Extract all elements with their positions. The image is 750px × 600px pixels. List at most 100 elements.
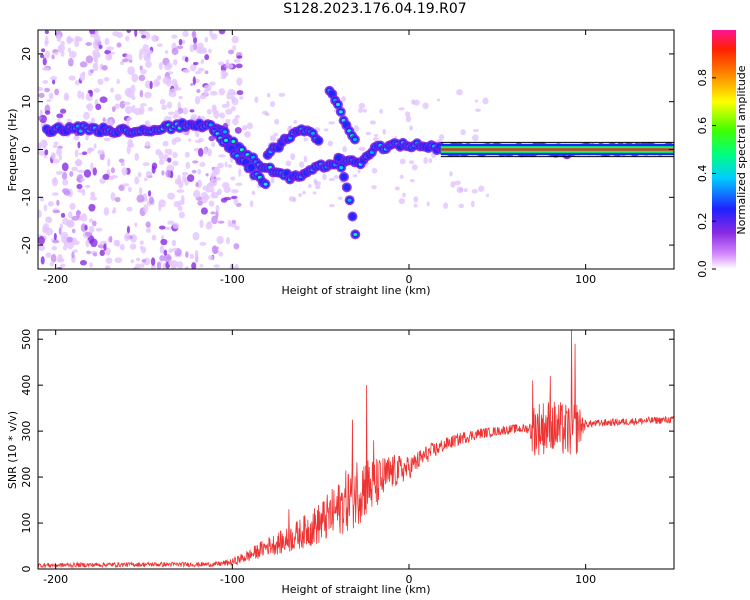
spectrogram-noise-blob	[158, 159, 165, 165]
spectrogram-noise-blob	[160, 238, 168, 246]
spectrogram-noise-blob	[249, 200, 254, 208]
spectrogram-noise-blob	[192, 76, 196, 86]
spectrogram-noise-blob	[185, 266, 189, 269]
spectrogram-noise-blob	[115, 240, 121, 247]
spectrogram-noise-blob	[379, 108, 384, 114]
spectrogram-noise-blob	[71, 166, 78, 172]
spectrogram-noise-blob	[71, 240, 80, 246]
spectrogram-noise-blob	[218, 30, 226, 35]
spectrogram-noise-blob	[75, 158, 82, 167]
spectrogram-noise-blob	[261, 110, 269, 115]
spectrogram-noise-blob	[38, 209, 42, 218]
spectrogram-noise-blob	[120, 161, 126, 167]
spectrogram-noise-blob	[56, 34, 62, 43]
spectrogram-noise-blob	[105, 247, 111, 256]
spectrogram-noise-blob	[67, 47, 72, 53]
spectrogram-noise-blob	[404, 111, 411, 117]
spectrogram-noise-blob	[182, 175, 187, 183]
spectrogram-y-tick-label: 0	[20, 146, 33, 153]
spectrogram-noise-blob	[46, 99, 52, 103]
spectrogram-noise-blob	[147, 190, 152, 197]
spectrogram-noise-blob	[38, 244, 46, 252]
spectrogram-noise-blob	[40, 256, 45, 265]
snr-panel: -200 -100 0 100 0 100 200 300 400 500 Height of s…	[6, 329, 675, 596]
spectrogram-noise-blob	[95, 103, 102, 111]
spectrogram-noise-blob	[74, 35, 81, 42]
spectrogram-noise-blob	[134, 107, 142, 116]
spectrogram-noise-blob	[51, 177, 58, 187]
spectrogram-noise-blob	[463, 188, 468, 193]
spectrogram-noise-blob	[119, 61, 125, 66]
spectrogram-trace-mid	[343, 183, 351, 191]
spectrogram-noise-blob	[328, 177, 335, 182]
spectrogram-noise-blob	[126, 30, 131, 34]
spectrogram-noise-blob	[71, 215, 80, 221]
spectrogram-noise-blob	[362, 108, 367, 113]
spectrogram-noise-blob	[40, 48, 46, 53]
spectrogram-noise-blob	[171, 239, 177, 247]
spectrogram-noise-blob	[298, 161, 305, 168]
spectrogram-noise-blob	[58, 227, 62, 235]
spectrogram-noise-blob	[208, 48, 212, 54]
spectrogram-noise-blob	[203, 84, 212, 91]
spectrogram-noise-blob	[49, 261, 54, 267]
spectrogram-noise-blob	[103, 137, 111, 142]
spectrogram-noise-blob	[189, 109, 195, 113]
spectrogram-noise-blob	[111, 106, 116, 112]
spectrogram-noise-blob	[192, 61, 199, 66]
spectrogram-noise-blob	[151, 162, 158, 170]
spectrogram-noise-blob	[167, 192, 176, 200]
spectrogram-noise-blob	[74, 80, 80, 86]
spectrogram-noise-blob	[219, 112, 226, 119]
spectrogram-noise-blob	[166, 101, 173, 109]
spectrogram-noise-blob	[56, 147, 63, 157]
spectrogram-noise-blob	[204, 147, 208, 155]
spectrogram-noise-blob	[168, 248, 174, 253]
spectrogram-noise-blob	[246, 122, 253, 130]
spectrogram-noise-blob	[173, 201, 181, 208]
spectrogram-noise-blob	[86, 147, 92, 154]
spectrogram-noise-blob	[162, 140, 169, 147]
spectrogram-noise-blob	[134, 152, 140, 161]
spectrogram-noise-blob	[44, 30, 49, 35]
spectrogram-noise-blob	[39, 54, 45, 59]
spectrogram-noise-blob	[194, 70, 202, 75]
spectrogram-noise-blob	[134, 263, 141, 269]
spectrogram-noise-blob	[337, 196, 343, 200]
spectrogram-noise-blob	[157, 75, 162, 81]
spectrogram-noise-blob	[139, 89, 144, 98]
spectrogram-noise-blob	[369, 120, 377, 125]
spectrogram-noise-blob	[192, 160, 199, 164]
snr-series-line	[38, 330, 674, 569]
spectrogram-noise-blob	[169, 88, 177, 94]
spectrogram-noise-blob	[55, 170, 64, 175]
spectrogram-noise-blob	[143, 204, 149, 213]
spectrogram-noise-blob	[210, 211, 216, 215]
spectrogram-noise-blob	[223, 196, 232, 201]
spectrogram-noise-blob	[192, 231, 200, 241]
spectrogram-noise-blob	[230, 195, 238, 200]
snr-y-tick-label: 300	[20, 421, 33, 442]
spectrogram-noise-blob	[52, 239, 60, 244]
spectrogram-noise-blob	[288, 196, 295, 202]
spectrogram-noise-blob	[50, 253, 57, 263]
spectrogram-noise-blob	[194, 96, 201, 105]
spectrogram-noise-blob	[84, 231, 93, 237]
spectrogram-noise-blob	[192, 36, 198, 44]
spectrogram-noise-blob	[65, 221, 73, 228]
spectrogram-noise-blob	[131, 96, 136, 101]
spectrogram-noise-blob	[116, 78, 120, 85]
spectrogram-noise-blob	[124, 87, 132, 97]
spectrogram-noise-blob	[111, 209, 116, 214]
spectrogram-noise-blob	[145, 170, 153, 177]
spectrogram-noise-blob	[233, 198, 239, 205]
spectrogram-noise-blob	[190, 82, 194, 87]
spectrogram-noise-blob	[38, 142, 42, 150]
spectrogram-noise-blob	[341, 96, 347, 103]
spectrogram-noise-blob	[128, 143, 134, 148]
spectrogram-noise-blob	[141, 34, 146, 39]
spectrogram-noise-blob	[114, 103, 120, 109]
spectrogram-noise-blob	[176, 189, 185, 193]
spectrogram-noise-blob	[163, 226, 172, 231]
